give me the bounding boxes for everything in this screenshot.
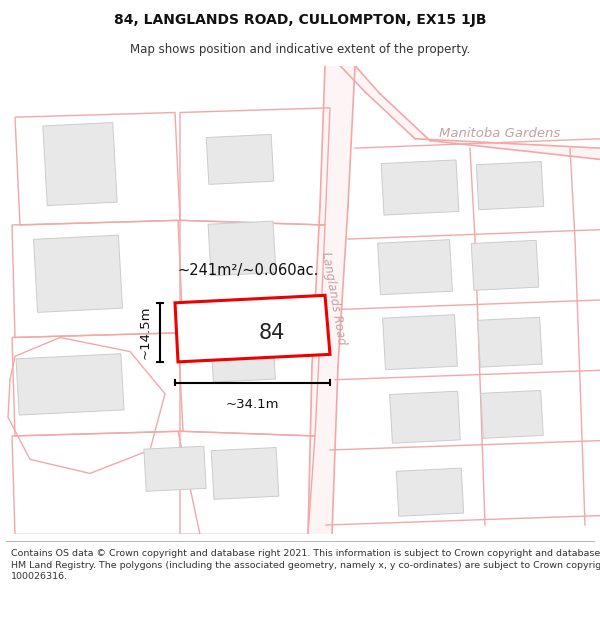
Polygon shape — [175, 295, 330, 362]
Polygon shape — [211, 448, 279, 499]
Polygon shape — [481, 391, 543, 438]
Text: Manitoba Gardens: Manitoba Gardens — [439, 127, 560, 139]
Polygon shape — [340, 66, 600, 159]
Polygon shape — [211, 331, 275, 382]
Text: Langlands Road: Langlands Road — [319, 251, 349, 346]
Polygon shape — [208, 221, 276, 276]
Text: ~34.1m: ~34.1m — [226, 398, 279, 411]
Text: Map shows position and indicative extent of the property.: Map shows position and indicative extent… — [130, 42, 470, 56]
Polygon shape — [206, 134, 274, 184]
Polygon shape — [476, 161, 544, 210]
Text: Contains OS data © Crown copyright and database right 2021. This information is : Contains OS data © Crown copyright and d… — [11, 549, 600, 581]
Text: ~241m²/~0.060ac.: ~241m²/~0.060ac. — [178, 262, 319, 278]
Text: 84: 84 — [259, 323, 285, 343]
Polygon shape — [16, 354, 124, 415]
Polygon shape — [308, 66, 355, 534]
Polygon shape — [34, 235, 122, 312]
Polygon shape — [471, 241, 539, 290]
Polygon shape — [389, 391, 460, 443]
Polygon shape — [396, 468, 464, 516]
Polygon shape — [383, 314, 457, 370]
Polygon shape — [144, 446, 206, 491]
Text: ~14.5m: ~14.5m — [139, 306, 152, 359]
Text: 84, LANGLANDS ROAD, CULLOMPTON, EX15 1JB: 84, LANGLANDS ROAD, CULLOMPTON, EX15 1JB — [114, 12, 486, 27]
Polygon shape — [377, 239, 452, 295]
Polygon shape — [478, 318, 542, 367]
Polygon shape — [381, 160, 459, 215]
Polygon shape — [43, 122, 117, 206]
